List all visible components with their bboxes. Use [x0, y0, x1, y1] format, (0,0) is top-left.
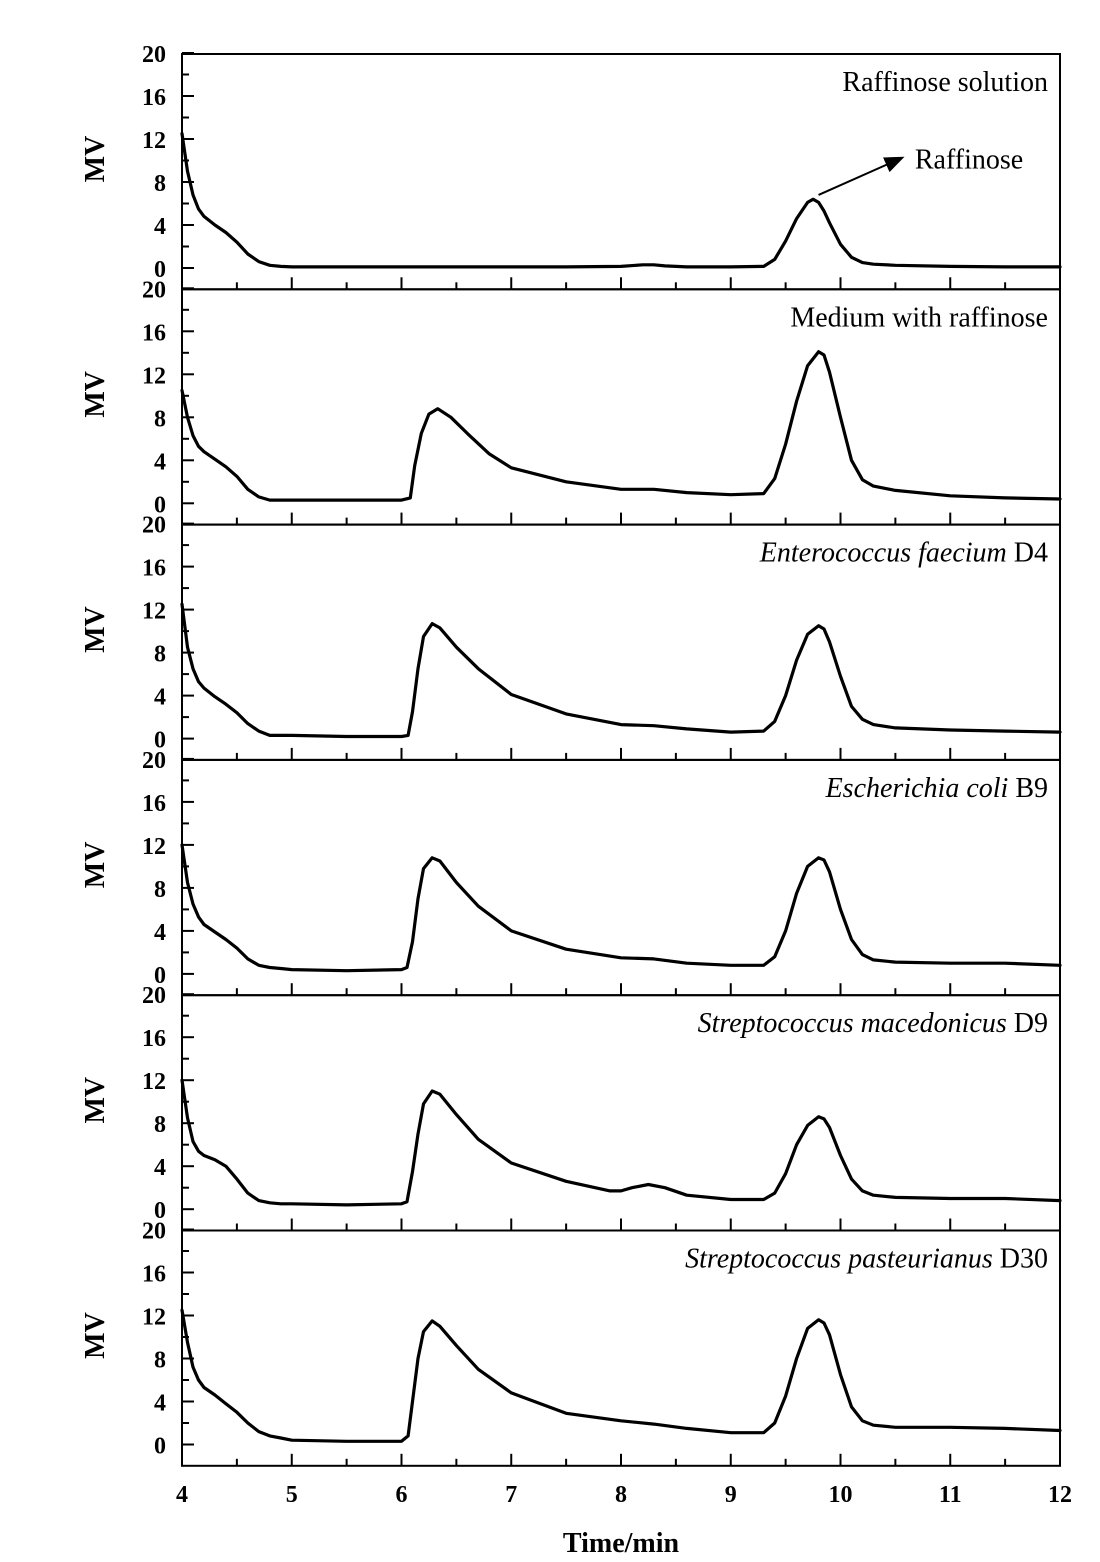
- y-tick-label: 0: [154, 1434, 166, 1460]
- x-tick-label: 7: [505, 1482, 517, 1508]
- series-line: [180, 132, 1062, 269]
- panel-4: 0 4 8 12 16 20 MV Escherichia coli B9: [80, 748, 1062, 997]
- y-tick-label: 4: [154, 1391, 166, 1417]
- y-axis-label: MV: [80, 136, 111, 183]
- y-tick-label: 16: [142, 556, 166, 582]
- y-tick-label: 20: [142, 748, 166, 774]
- panel-title: Medium with raffinose: [790, 302, 1048, 333]
- y-tick-label: 16: [142, 1262, 166, 1288]
- y-tick-label: 12: [142, 1305, 166, 1331]
- y-tick-label: 20: [142, 277, 166, 303]
- y-tick-label: 4: [154, 920, 166, 946]
- panel-title: Streptococcus macedonicus D9: [698, 1008, 1048, 1039]
- y-tick-label: 20: [142, 1219, 166, 1245]
- y-tick-label: 20: [142, 983, 166, 1009]
- panel-2: 0 4 8 12 16 20 MV Medium with raffinose: [80, 277, 1062, 526]
- panel-title-species: Enterococcus faecium: [759, 538, 1007, 569]
- y-tick-label: 20: [142, 513, 166, 539]
- annotation-label: Raffinose: [915, 144, 1023, 175]
- y-tick-label: 12: [142, 599, 166, 625]
- panel-5: 0 4 8 12 16 20 MV Streptococcus macedonicus D9: [80, 983, 1062, 1232]
- y-tick-label: 16: [142, 85, 166, 111]
- y-tick-label: 0: [154, 1198, 166, 1224]
- x-tick-label: 9: [725, 1482, 737, 1508]
- y-tick-label: 0: [154, 257, 166, 283]
- series-line: [180, 1078, 1062, 1207]
- y-tick-label: 8: [154, 877, 166, 903]
- y-tick-label: 4: [154, 214, 166, 240]
- panel-title: Streptococcus pasteurianus D30: [685, 1244, 1048, 1275]
- panel-6: 0 4 8 12 16 20 MV Streptococcus pasteurianus D3…: [80, 1219, 1062, 1467]
- y-tick-label: 4: [154, 449, 166, 475]
- panel-title: Enterococcus faecium D4: [759, 538, 1048, 569]
- y-tick-label: 8: [154, 406, 166, 432]
- panel-title: Escherichia coli B9: [825, 773, 1048, 804]
- x-axis: 4 5 6 7 8 9 10 11 12: [176, 1482, 1072, 1508]
- series-line: [180, 1308, 1062, 1443]
- x-tick-label: 10: [829, 1482, 853, 1508]
- chart-panels: 0 4 8 12 16 20 MV Raffinose solution Raffinose 0 4…: [80, 42, 1062, 1467]
- y-tick-label: 20: [142, 42, 166, 68]
- y-tick-label: 8: [154, 1348, 166, 1374]
- y-axis-label: MV: [80, 1312, 111, 1359]
- y-tick-label: 0: [154, 728, 166, 754]
- x-tick-label: 4: [176, 1482, 188, 1508]
- y-tick-label: 8: [154, 642, 166, 668]
- y-tick-label: 16: [142, 791, 166, 817]
- x-tick-label: 8: [615, 1482, 627, 1508]
- series-line: [180, 843, 1062, 973]
- y-tick-label: 0: [154, 963, 166, 989]
- y-tick-label: 4: [154, 685, 166, 711]
- y-tick-label: 12: [142, 128, 166, 154]
- y-tick-label: 12: [142, 1069, 166, 1095]
- y-tick-label: 16: [142, 320, 166, 346]
- y-tick-label: 8: [154, 1112, 166, 1138]
- y-tick-label: 16: [142, 1026, 166, 1052]
- x-tick-label: 11: [939, 1482, 962, 1508]
- y-tick-label: 12: [142, 363, 166, 389]
- y-tick-label: 4: [154, 1155, 166, 1181]
- y-axis-label: MV: [80, 1077, 111, 1124]
- series-line: [180, 350, 1062, 502]
- panel-title-species: Streptococcus macedonicus: [698, 1008, 1007, 1039]
- y-tick-label: 12: [142, 834, 166, 860]
- x-tick-label: 6: [396, 1482, 408, 1508]
- panel-1: 0 4 8 12 16 20 MV Raffinose solution Raffinose: [80, 42, 1062, 291]
- x-axis-label: Time/min: [563, 1528, 680, 1559]
- y-axis-label: MV: [80, 371, 111, 418]
- panel-title-species: Streptococcus pasteurianus: [685, 1244, 993, 1275]
- y-tick-label: 8: [154, 171, 166, 197]
- series-line: [180, 602, 1062, 739]
- x-tick-label: 12: [1048, 1482, 1072, 1508]
- panel-title-species: Escherichia coli: [825, 773, 1009, 804]
- y-axis-label: MV: [80, 842, 111, 889]
- y-tick-label: 0: [154, 492, 166, 518]
- panel-title: Raffinose solution: [842, 67, 1048, 98]
- annotation-arrow: [818, 156, 905, 196]
- x-tick-label: 5: [286, 1482, 298, 1508]
- panel-3: 0 4 8 12 16 20 MV Enterococcus faecium D4: [80, 513, 1062, 761]
- y-axis-label: MV: [80, 606, 111, 653]
